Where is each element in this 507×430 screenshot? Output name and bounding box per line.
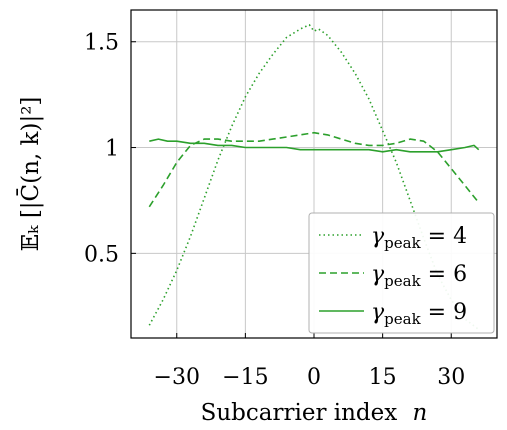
x-tick-label: 30 bbox=[437, 365, 465, 390]
series-line-2 bbox=[148, 131, 480, 208]
ticks: −30 −15 0 15 30 0.5 1 1.5 bbox=[84, 31, 465, 390]
legend-label-1: γpeak = 4 bbox=[371, 224, 467, 252]
x-axis-label-text: Subcarrier index bbox=[201, 400, 398, 426]
series-line-3 bbox=[149, 138, 480, 153]
series-layer bbox=[148, 24, 480, 331]
x-tick-label: −30 bbox=[154, 365, 200, 390]
x-axis-label-var: n bbox=[413, 400, 428, 426]
y-tick-label: 1.5 bbox=[84, 31, 119, 56]
legend: γpeak = 4 γpeak = 6 γpeak = 9 bbox=[308, 212, 495, 334]
x-tick-label: 0 bbox=[307, 365, 321, 390]
y-tick-label: 0.5 bbox=[84, 242, 119, 267]
y-axis-label: 𝔼ₖ [|C̄(n, k)|²] bbox=[17, 97, 44, 252]
legend-label-2: γpeak = 6 bbox=[371, 262, 467, 290]
legend-label-3: γpeak = 9 bbox=[371, 300, 467, 328]
x-tick-label: −15 bbox=[222, 365, 268, 390]
x-tick-label: 15 bbox=[369, 365, 397, 390]
y-tick-label: 1 bbox=[105, 137, 119, 162]
legend-items: γpeak = 4 γpeak = 6 γpeak = 9 bbox=[319, 224, 467, 328]
legend-box bbox=[308, 212, 495, 334]
x-axis-label: Subcarrier index n bbox=[201, 400, 428, 426]
